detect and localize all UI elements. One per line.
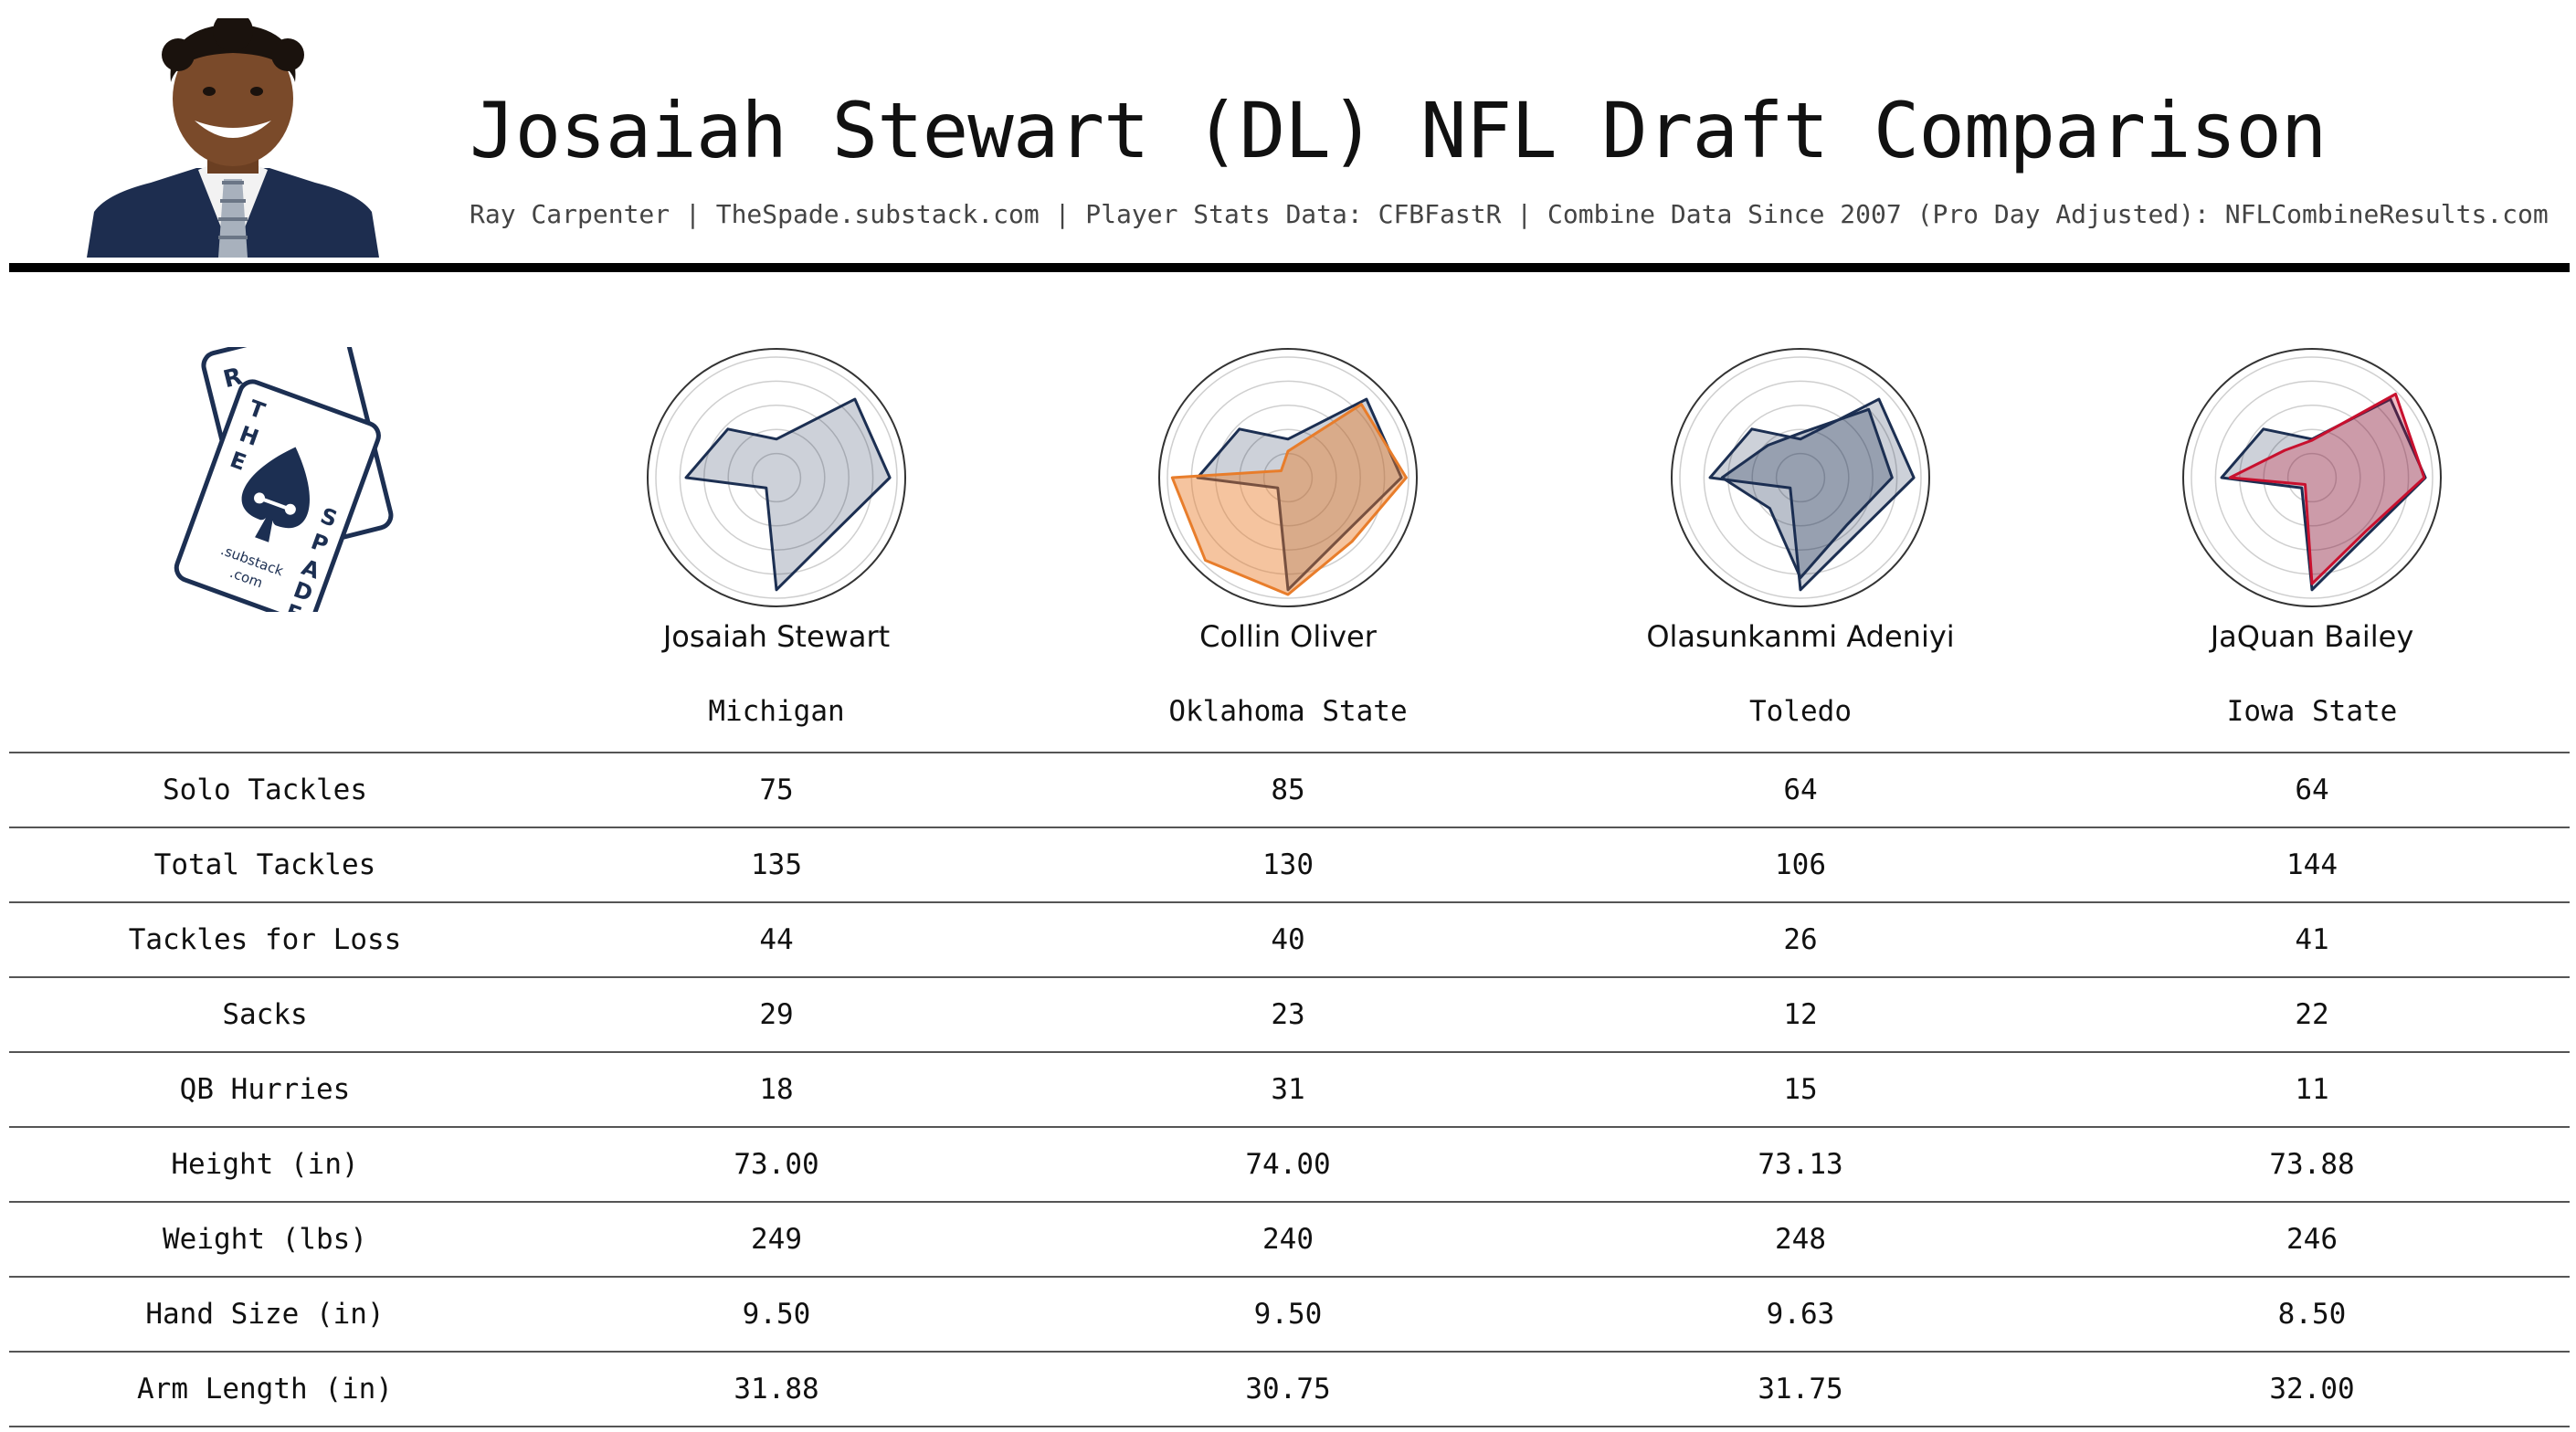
table-cell: 246 xyxy=(2286,1223,2338,1256)
table-cell: 23 xyxy=(1271,998,1305,1031)
row-label: Sacks xyxy=(222,998,308,1031)
table-cell: 144 xyxy=(2286,848,2338,881)
table-cell: 240 xyxy=(1262,1223,1314,1256)
table-cell: 9.50 xyxy=(1253,1298,1323,1331)
table-cell: 30.75 xyxy=(1245,1373,1331,1406)
table-cell: 74.00 xyxy=(1245,1148,1331,1181)
table-cell: 11 xyxy=(2295,1073,2329,1106)
row-label: Arm Length (in) xyxy=(137,1373,393,1406)
page-subtitle: Ray Carpenter | TheSpade.substack.com | … xyxy=(470,199,2549,229)
radar-grid-ring xyxy=(727,428,826,527)
table-row: Height (in) 73.00 74.00 73.13 73.88 xyxy=(9,1126,2570,1201)
row-label: Hand Size (in) xyxy=(145,1298,385,1331)
table-cell: 249 xyxy=(751,1223,802,1256)
header-divider xyxy=(9,263,2570,272)
row-label: Solo Tackles xyxy=(163,774,367,806)
radar-grid-ring xyxy=(1167,356,1409,599)
table-cell: 12 xyxy=(1783,998,1818,1031)
row-label: Height (in) xyxy=(171,1148,359,1181)
table-cell: 22 xyxy=(2295,998,2329,1031)
radar-grid-ring xyxy=(655,356,898,599)
page-title: Josaiah Stewart (DL) NFL Draft Compariso… xyxy=(470,86,2327,175)
table-row: Sacks 29 23 12 22 xyxy=(9,976,2570,1051)
table-cell: 31.75 xyxy=(1758,1373,1843,1406)
radar-series-polygon xyxy=(684,397,892,592)
table-cell: 75 xyxy=(759,774,794,806)
table-cell: 26 xyxy=(1783,923,1818,956)
row-label: Tackles for Loss xyxy=(128,923,402,956)
table-row: Total Tackles 135 130 106 144 xyxy=(9,827,2570,901)
table-cell: 73.00 xyxy=(734,1148,819,1181)
radar-series-polygon xyxy=(2228,393,2426,585)
radar-grid-ring xyxy=(1679,356,1922,599)
radar-series-polygon xyxy=(2220,397,2427,592)
radar-outer-ring xyxy=(2182,348,2442,607)
radar-chart-josaiah-stewart xyxy=(647,348,906,607)
radar-grid-ring xyxy=(679,380,874,575)
table-cell: 85 xyxy=(1271,774,1305,806)
radar-outer-ring xyxy=(647,348,906,607)
table-cell: 248 xyxy=(1775,1223,1826,1256)
radar-grid-ring xyxy=(1775,452,1826,503)
table-row: Hand Size (in) 9.50 9.50 9.63 8.50 xyxy=(9,1276,2570,1351)
the-spade-logo: R C T H E S P A D E .substack .com xyxy=(155,321,411,628)
table-row: Arm Length (in) 31.88 30.75 31.75 32.00 xyxy=(9,1351,2570,1427)
table-cell: 8.50 xyxy=(2277,1298,2347,1331)
table-cell: 32.00 xyxy=(2269,1373,2355,1406)
radar-grid-ring xyxy=(2191,356,2433,599)
table-row: Tackles for Loss 44 40 26 41 xyxy=(9,901,2570,976)
table-cell: 44 xyxy=(759,923,794,956)
player-name: Olasunkanmi Adeniyi xyxy=(1646,619,1955,654)
radar-series-polygon xyxy=(1720,407,1894,580)
table-row: QB Hurries 18 31 15 11 xyxy=(9,1051,2570,1126)
radar-series-polygon xyxy=(1196,397,1403,592)
table-cell: 18 xyxy=(759,1073,794,1106)
player-name: JaQuan Bailey xyxy=(2210,619,2414,654)
table-row: Weight (lbs) 249 240 248 246 xyxy=(9,1201,2570,1276)
radar-series-polygon xyxy=(1170,403,1408,596)
player-school: Iowa State xyxy=(2226,695,2398,728)
table-cell: 106 xyxy=(1775,848,1826,881)
table-cell: 29 xyxy=(759,998,794,1031)
radar-chart-collin-oliver xyxy=(1158,348,1418,607)
radar-grid-ring xyxy=(2286,452,2338,503)
radar-chart-olasunkanmi-adeniyi xyxy=(1671,348,1930,607)
player-name: Josaiah Stewart xyxy=(662,619,891,654)
radar-grid-ring xyxy=(703,405,850,551)
radar-grid-ring xyxy=(1215,405,1361,551)
table-cell: 130 xyxy=(1262,848,1314,881)
row-label: Total Tackles xyxy=(153,848,376,881)
table-cell: 135 xyxy=(751,848,802,881)
radar-outer-ring xyxy=(1671,348,1930,607)
table-cell: 31.88 xyxy=(734,1373,819,1406)
radar-grid-ring xyxy=(751,452,802,503)
radar-grid-ring xyxy=(1239,428,1337,527)
table-cell: 73.88 xyxy=(2269,1148,2355,1181)
radar-chart-jaquan-bailey xyxy=(2182,348,2442,607)
table-cell: 31 xyxy=(1271,1073,1305,1106)
table-cell: 9.50 xyxy=(742,1298,811,1331)
radar-outer-ring xyxy=(1158,348,1418,607)
table-cell: 40 xyxy=(1271,923,1305,956)
player-name: Collin Oliver xyxy=(1199,619,1377,654)
radar-grid-ring xyxy=(1727,405,1874,551)
table-cell: 64 xyxy=(1783,774,1818,806)
table-cell: 64 xyxy=(2295,774,2329,806)
radar-grid-ring xyxy=(2263,428,2361,527)
stats-table: Solo Tackles 75 85 64 64 Total Tackles 1… xyxy=(9,752,2570,1427)
radar-series-polygon xyxy=(1708,397,1916,592)
radar-grid-ring xyxy=(1751,428,1850,527)
player-school: Toledo xyxy=(1749,695,1852,728)
table-cell: 9.63 xyxy=(1766,1298,1835,1331)
row-label: Weight (lbs) xyxy=(163,1223,367,1256)
table-cell: 73.13 xyxy=(1758,1148,1843,1181)
table-cell: 15 xyxy=(1783,1073,1818,1106)
table-row: Solo Tackles 75 85 64 64 xyxy=(9,752,2570,827)
row-label: QB Hurries xyxy=(179,1073,351,1106)
radar-grid-ring xyxy=(1703,380,1898,575)
player-school: Oklahoma State xyxy=(1168,695,1408,728)
player-school: Michigan xyxy=(708,695,845,728)
table-cell: 41 xyxy=(2295,923,2329,956)
player-headshot xyxy=(87,11,379,258)
